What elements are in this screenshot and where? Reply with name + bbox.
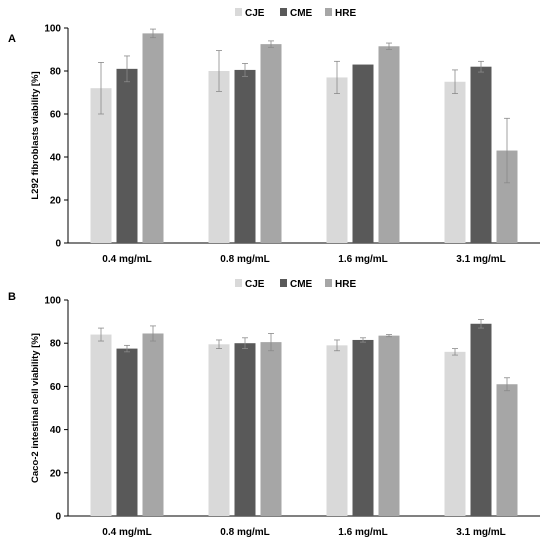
legend-swatch-cje <box>235 8 242 16</box>
x-category-label: 0.4 mg/mL <box>102 527 151 538</box>
y-tick-label: 80 <box>50 339 62 350</box>
panel-b: B CJE CME HRE 0 20 40 60 80 100 Caco-2 intestinal … <box>8 279 540 538</box>
legend-label-cje: CJE <box>245 279 265 290</box>
legend: CJE CME HRE <box>235 279 356 290</box>
y-tick-label: 80 <box>50 67 62 78</box>
y-tick-label: 0 <box>55 239 61 250</box>
legend-swatch-cme <box>280 279 287 287</box>
bar-cje-1 <box>90 334 112 516</box>
legend: CJE CME HRE <box>235 8 356 19</box>
y-axis-label: Caco-2 intestinal cell viability [%] <box>30 333 41 483</box>
bar-cje-4 <box>444 81 466 243</box>
legend-swatch-cme <box>280 8 287 16</box>
x-category-label: 0.8 mg/mL <box>220 527 269 538</box>
y-tick-label: 40 <box>50 153 62 164</box>
bar-cme-4 <box>470 66 492 243</box>
bar-hre-3 <box>378 335 400 516</box>
bar-cje-2 <box>208 71 230 243</box>
panel-letter: B <box>8 291 16 303</box>
x-category-label: 0.4 mg/mL <box>102 254 151 265</box>
bar-cme-3 <box>352 339 374 516</box>
bar-cje-2 <box>208 344 230 516</box>
legend-label-cje: CJE <box>245 8 265 19</box>
x-category-label: 3.1 mg/mL <box>456 254 505 265</box>
bar-hre-3 <box>378 46 400 244</box>
bar-cje-4 <box>444 351 466 516</box>
legend-swatch-hre <box>325 8 332 16</box>
bar-hre-2 <box>260 342 282 516</box>
x-category-label: 3.1 mg/mL <box>456 527 505 538</box>
y-tick-label: 0 <box>55 512 61 523</box>
bar-cme-4 <box>470 323 492 516</box>
bar-hre-4 <box>496 384 518 516</box>
y-axis-label: L292 fibroblasts viability [%] <box>30 71 41 199</box>
legend-swatch-hre <box>325 279 332 287</box>
bar-cme-2 <box>234 343 256 516</box>
legend-label-cme: CME <box>290 279 313 290</box>
bar-hre-1 <box>142 333 164 516</box>
panel-a: A CJE CME HRE 0 20 40 60 80 100 L292 fibroblasts v… <box>8 8 540 265</box>
legend-label-hre: HRE <box>335 8 356 19</box>
y-tick-label: 20 <box>50 196 62 207</box>
legend-label-cme: CME <box>290 8 313 19</box>
bar-cje-1 <box>90 88 112 243</box>
bar-cme-2 <box>234 69 256 243</box>
bar-hre-2 <box>260 44 282 243</box>
y-tick-label: 60 <box>50 110 62 121</box>
y-tick-label: 40 <box>50 425 62 436</box>
panel-letter: A <box>8 33 16 45</box>
legend-swatch-cje <box>235 279 242 287</box>
bar-cme-1 <box>116 68 138 243</box>
y-tick-label: 100 <box>44 24 61 35</box>
y-tick-label: 60 <box>50 382 62 393</box>
x-category-label: 0.8 mg/mL <box>220 254 269 265</box>
y-tick-label: 100 <box>44 296 61 307</box>
bar-hre-1 <box>142 33 164 243</box>
y-tick-label: 20 <box>50 468 62 479</box>
x-category-label: 1.6 mg/mL <box>338 527 387 538</box>
x-category-label: 1.6 mg/mL <box>338 254 387 265</box>
bar-cme-3 <box>352 64 374 243</box>
bar-hre-4 <box>496 150 518 243</box>
bar-cme-1 <box>116 348 138 516</box>
bar-cje-3 <box>326 345 348 516</box>
bar-cje-3 <box>326 77 348 243</box>
legend-label-hre: HRE <box>335 279 356 290</box>
